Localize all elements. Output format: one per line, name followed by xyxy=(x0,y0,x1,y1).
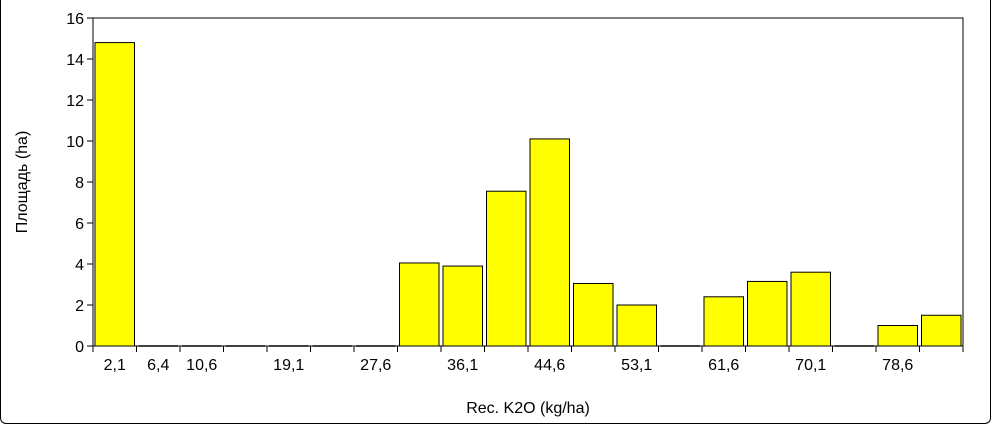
y-tick-label: 8 xyxy=(75,175,84,192)
x-tick-label: 19,1 xyxy=(273,357,304,374)
x-tick-label: 6,4 xyxy=(147,357,169,374)
x-tick-label: 53,1 xyxy=(621,357,652,374)
x-axis: 2,1 6,4 10,6 19,1 27,6 36,1 44,6 53,1 61,6 70,1 78… xyxy=(92,346,964,374)
plot-area xyxy=(92,17,964,347)
bar xyxy=(486,190,527,347)
bar xyxy=(399,262,440,347)
y-tick-label: 2 xyxy=(75,298,84,315)
y-axis-title: Площадь (ha) xyxy=(14,131,31,234)
y-tick-label: 12 xyxy=(66,93,84,110)
bar xyxy=(703,296,744,347)
bar xyxy=(529,138,570,347)
y-tick-label: 4 xyxy=(75,257,84,274)
x-tick-label: 10,6 xyxy=(186,357,217,374)
bar xyxy=(616,304,657,347)
y-tick-label: 14 xyxy=(66,52,84,69)
y-tick-label: 6 xyxy=(75,216,84,233)
bar xyxy=(442,265,483,347)
x-tick-label: 44,6 xyxy=(534,357,565,374)
y-axis: 0 2 4 6 8 10 12 14 16 xyxy=(66,11,93,356)
x-tick-label: 2,1 xyxy=(104,357,126,374)
y-tick-label: 0 xyxy=(75,339,84,356)
bar xyxy=(94,42,135,347)
x-tick-label: 61,6 xyxy=(708,357,739,374)
x-tick-label: 78,6 xyxy=(882,357,913,374)
y-tick-label: 10 xyxy=(66,134,84,151)
bar xyxy=(877,325,918,347)
x-tick-label: 36,1 xyxy=(447,357,478,374)
x-axis-title: Rec. K2O (kg/ha) xyxy=(466,400,590,417)
bars-group xyxy=(94,42,962,347)
bar xyxy=(747,280,788,347)
x-tick-label: 70,1 xyxy=(795,357,826,374)
bar xyxy=(790,271,831,347)
x-tick-label: 27,6 xyxy=(360,357,391,374)
bar xyxy=(573,282,614,347)
y-tick-label: 16 xyxy=(66,11,84,28)
bar xyxy=(921,314,962,347)
